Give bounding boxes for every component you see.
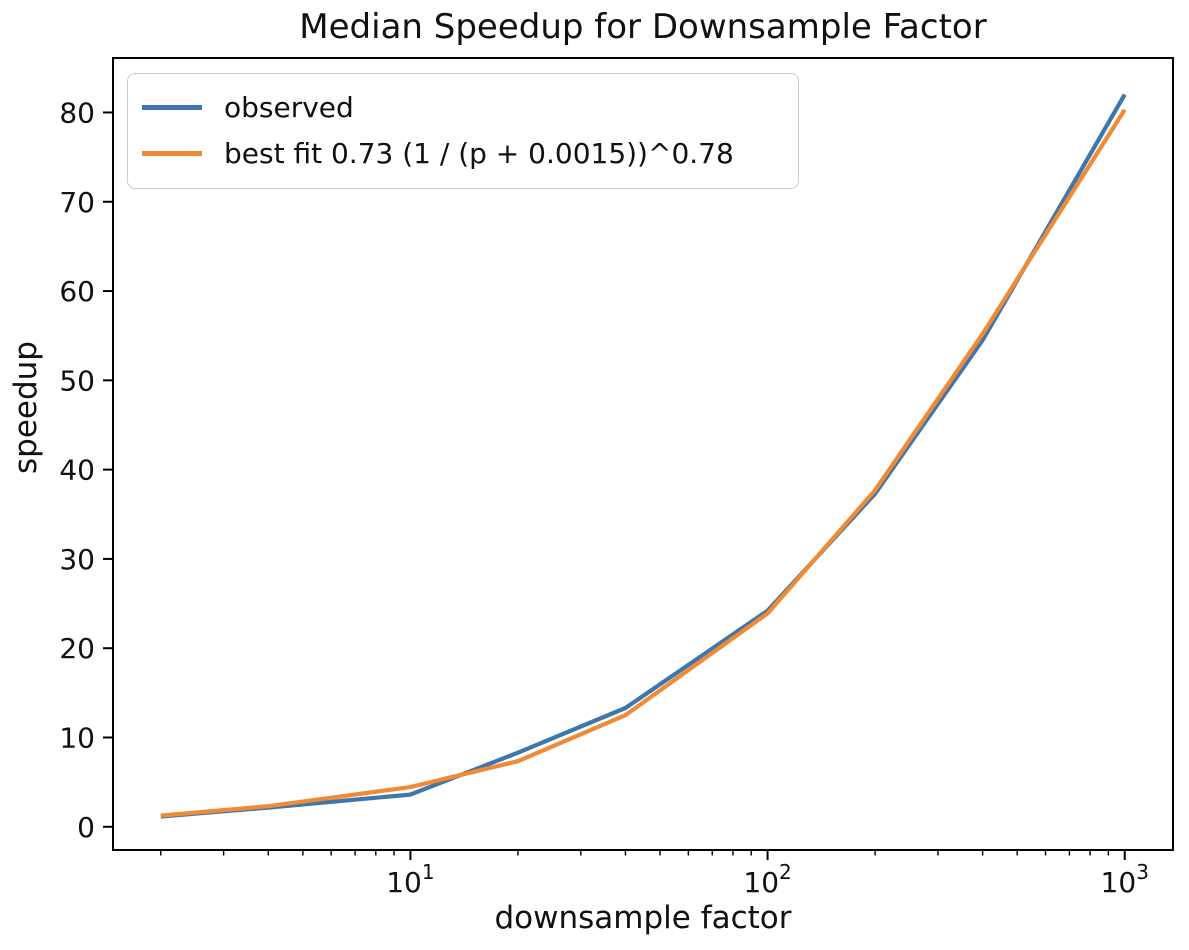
legend-label-observed: observed bbox=[224, 90, 354, 124]
y-axis-tick-label: 40 bbox=[59, 454, 95, 487]
plot-frame bbox=[112, 57, 1174, 851]
legend-line-swatch-best-fit bbox=[142, 150, 202, 156]
x-axis-tick-label: 101 bbox=[386, 860, 434, 899]
y-axis-tick-label: 10 bbox=[59, 721, 95, 754]
legend-label-best-fit: best fit 0.73 (1 / (p + 0.0015))^0.78 bbox=[224, 136, 734, 170]
x-axis-label: downsample factor bbox=[494, 900, 792, 936]
series-line-observed bbox=[160, 93, 1127, 819]
legend: observed best fit 0.73 (1 / (p + 0.0015)… bbox=[127, 73, 799, 189]
y-axis-tick-label: 20 bbox=[59, 632, 95, 665]
y-axis-label: speedup bbox=[8, 341, 44, 474]
y-axis-tick-label: 30 bbox=[59, 543, 95, 576]
y-axis-tick-label: 70 bbox=[59, 186, 95, 219]
chart-title: Median Speedup for Downsample Factor bbox=[299, 7, 987, 47]
legend-item-observed: observed bbox=[142, 84, 782, 130]
y-axis-tick-label: 0 bbox=[77, 811, 95, 844]
y-axis-tick-label: 60 bbox=[59, 275, 95, 308]
x-axis-tick-label: 102 bbox=[743, 860, 791, 899]
series-line-best-fit bbox=[160, 108, 1127, 818]
legend-item-best-fit: best fit 0.73 (1 / (p + 0.0015))^0.78 bbox=[142, 130, 782, 176]
y-axis-tick-label: 80 bbox=[59, 96, 95, 129]
x-axis-tick-label: 103 bbox=[1101, 860, 1149, 899]
legend-line-swatch-observed bbox=[142, 104, 202, 110]
y-axis-tick-label: 50 bbox=[59, 364, 95, 397]
